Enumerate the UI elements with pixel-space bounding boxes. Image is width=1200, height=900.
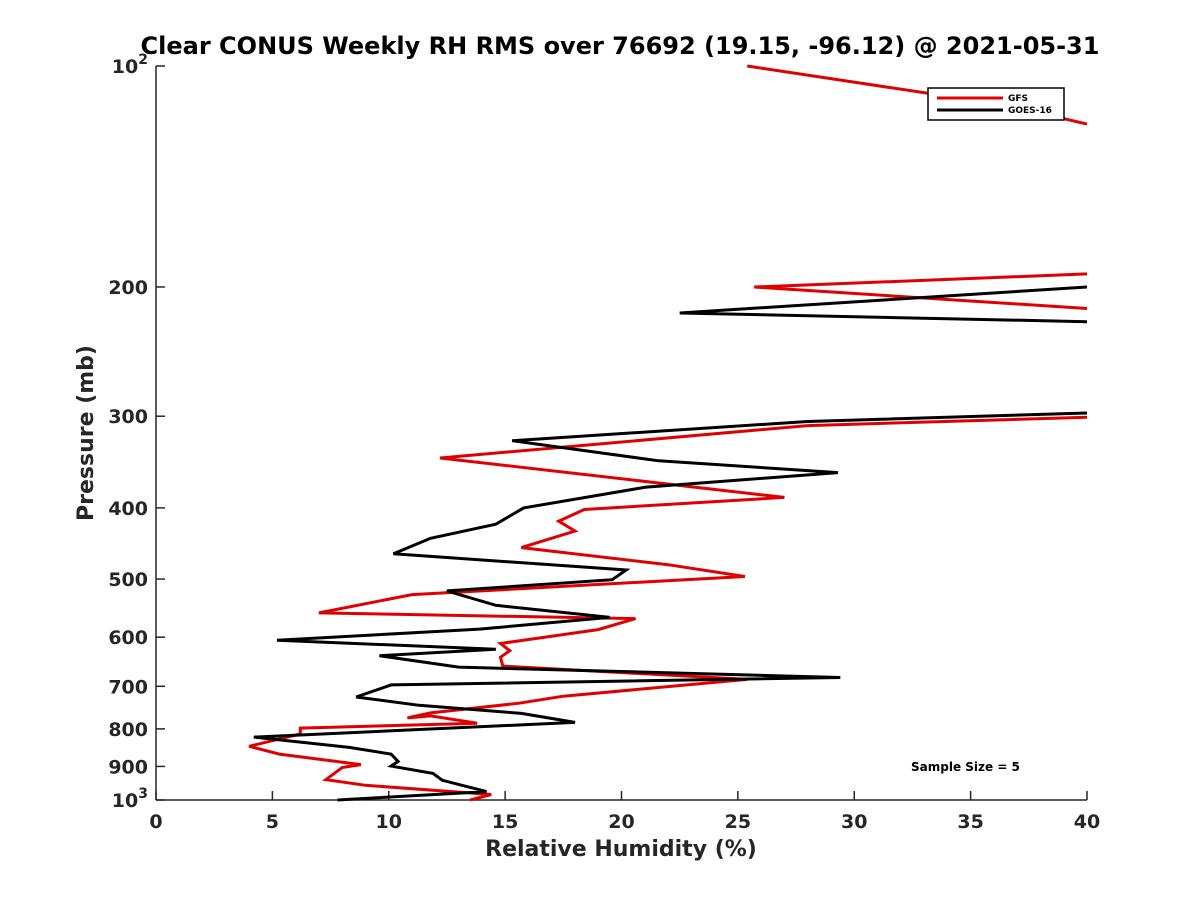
y-tick-label: 300 — [108, 406, 148, 428]
x-ticks: 0 5 10 15 20 25 30 35 40 — [149, 791, 1100, 833]
x-axis-label: Relative Humidity (%) — [485, 837, 757, 862]
y-tick-label: 400 — [108, 498, 148, 520]
y-tick-base: 10 — [112, 790, 138, 812]
chart-title: Clear CONUS Weekly RH RMS over 76692 (19… — [141, 32, 1100, 60]
legend-label-goes16: GOES-16 — [1008, 106, 1052, 116]
y-tick-label: 800 — [108, 719, 148, 741]
y-tick-label: 200 — [108, 277, 148, 299]
y-tick-label: 700 — [108, 676, 148, 698]
x-tick-label: 10 — [376, 811, 402, 833]
x-tick-label: 20 — [608, 811, 634, 833]
y-tick-label: 102 — [112, 52, 148, 78]
x-tick-label: 30 — [841, 811, 867, 833]
y-tick-exponent: 3 — [138, 786, 148, 802]
sample-size-annotation: Sample Size = 5 — [911, 760, 1020, 774]
x-tick-label: 40 — [1074, 811, 1100, 833]
y-tick-base: 10 — [112, 56, 138, 78]
y-axis-label: Pressure (mb) — [74, 345, 99, 521]
series-line-goes16 — [253, 285, 1088, 802]
y-tick-label: 900 — [108, 756, 148, 778]
x-tick-label: 35 — [957, 811, 983, 833]
legend: GFS GOES-16 — [927, 87, 1065, 121]
x-tick-label: 0 — [149, 811, 162, 833]
x-tick-label: 15 — [492, 811, 518, 833]
x-tick-label: 25 — [725, 811, 751, 833]
y-tick-exponent: 2 — [138, 52, 148, 68]
y-tick-label: 600 — [108, 627, 148, 649]
y-tick-label: 500 — [108, 569, 148, 591]
x-tick-label: 5 — [266, 811, 279, 833]
legend-box — [927, 87, 1065, 121]
legend-label-gfs: GFS — [1008, 94, 1028, 104]
y-tick-label: 103 — [112, 786, 148, 812]
